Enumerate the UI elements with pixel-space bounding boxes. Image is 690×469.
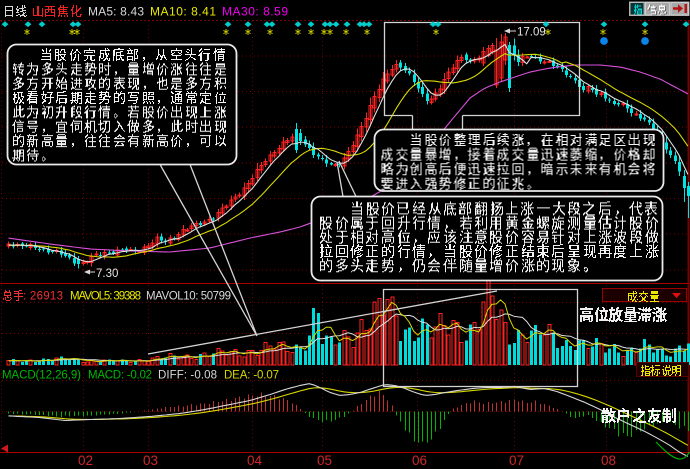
svg-text:07: 07 bbox=[509, 453, 524, 468]
svg-text:7.30: 7.30 bbox=[96, 268, 118, 280]
svg-text:DEA: -0.07: DEA: -0.07 bbox=[224, 370, 279, 382]
svg-text:MA5: 8.43: MA5: 8.43 bbox=[88, 5, 144, 19]
svg-text:04: 04 bbox=[247, 453, 263, 468]
svg-text:06: 06 bbox=[412, 453, 427, 468]
svg-text:MAVOL10: 50799: MAVOL10: 50799 bbox=[146, 291, 231, 303]
svg-text:08: 08 bbox=[601, 453, 616, 468]
svg-text:DIFF: -0.08: DIFF: -0.08 bbox=[158, 370, 217, 382]
svg-text:MACD(12,26,9): MACD(12,26,9) bbox=[2, 370, 81, 382]
svg-text:05: 05 bbox=[317, 453, 332, 468]
svg-text:MA10: 8.41: MA10: 8.41 bbox=[150, 5, 216, 19]
svg-text:MAVOL5: 39388: MAVOL5: 39388 bbox=[70, 291, 141, 303]
svg-text:03: 03 bbox=[143, 453, 158, 468]
svg-text:MA30: 8.59: MA30: 8.59 bbox=[222, 5, 288, 19]
svg-text:02: 02 bbox=[78, 453, 93, 468]
svg-text:MACD: -0.02: MACD: -0.02 bbox=[88, 370, 152, 382]
svg-text:: 26913: : 26913 bbox=[23, 291, 63, 303]
svg-text:17.09: 17.09 bbox=[517, 27, 546, 39]
